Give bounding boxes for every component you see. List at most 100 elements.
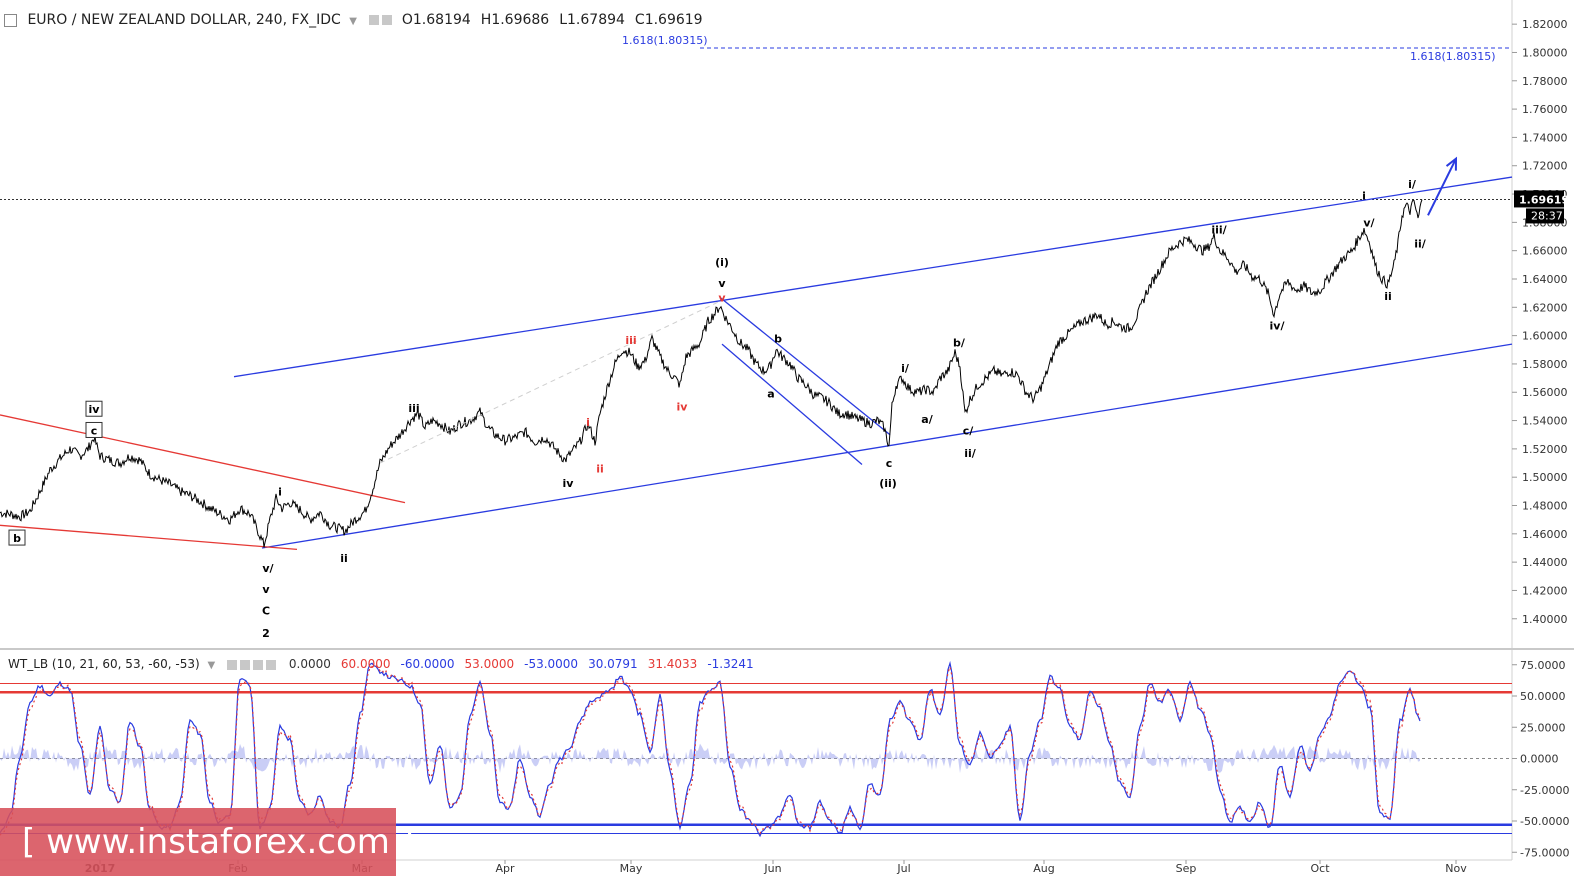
time-tick-label: Apr xyxy=(495,862,515,875)
wave-label: ii/ xyxy=(1414,238,1427,251)
symbol-title[interactable]: EURO / NEW ZEALAND DOLLAR, 240, FX_IDC xyxy=(27,12,341,28)
indicator-value: 30.0791 xyxy=(588,657,638,671)
price-tick-label: 1.64000 xyxy=(1522,273,1568,286)
countdown-badge xyxy=(1526,208,1564,224)
indicator-value: 0.0000 xyxy=(288,657,331,671)
wave-label: iv xyxy=(563,477,575,490)
maximize-icon[interactable] xyxy=(253,659,264,670)
wave-label: ii xyxy=(340,552,348,565)
wave-label: iv/ xyxy=(1270,320,1286,333)
wave-label-box xyxy=(85,400,103,417)
wave-label: b/ xyxy=(953,337,966,350)
indicator-value: 60.0000 xyxy=(340,657,391,671)
wave-label: c xyxy=(886,457,893,470)
price-tick-label: 1.76000 xyxy=(1522,103,1568,116)
wave-label: i/ xyxy=(901,362,910,375)
chevron-down-icon[interactable]: ▼ xyxy=(349,16,357,27)
wave-label: a xyxy=(767,388,774,401)
price-pane: 1.618(1.80315)1.618(1.80315)ivcbiv/vC2ii… xyxy=(0,34,1513,640)
indicator-title[interactable]: WT_LB (10, 21, 60, 53, -60, -53) xyxy=(8,657,200,671)
correction-upper-line xyxy=(719,296,891,436)
chart-header: EURO / NEW ZEALAND DOLLAR, 240, FX_IDC ▼… xyxy=(4,12,703,28)
guide-line xyxy=(379,299,723,464)
target-arrow xyxy=(1427,158,1457,216)
wave-label: b xyxy=(13,532,21,545)
price-tick-label: 1.72000 xyxy=(1522,160,1568,173)
resistance-lower-line xyxy=(0,524,298,551)
price-tick-label: 1.82000 xyxy=(1522,18,1568,31)
price-tick-label: 1.78000 xyxy=(1522,75,1568,88)
price-tick-label: 1.48000 xyxy=(1522,500,1568,513)
indicator-tick-label: 0.0000 xyxy=(1520,753,1559,766)
watermark: [ www.instaforex.com ] xyxy=(0,808,414,876)
wave-label: i xyxy=(1362,189,1366,202)
indicator-axis: 75.0000 50.0000 25.0000 0.0000 -25.0000 -50.0… xyxy=(1512,659,1569,859)
time-tick-label: Oct xyxy=(1310,862,1330,875)
price-tick-label: 1.66000 xyxy=(1522,245,1568,258)
target-arrow-head xyxy=(1445,156,1458,171)
fib-label-left: 1.618(1.80315) xyxy=(622,34,708,47)
wt2-line xyxy=(0,664,1421,836)
indicator-value: -53.0000 xyxy=(524,657,579,671)
wave-label: c xyxy=(91,424,98,437)
resistance-upper-line xyxy=(0,414,406,504)
wave-label: C xyxy=(262,604,270,617)
wave-label: c/ xyxy=(963,424,975,437)
indicator-tick-label: -25.0000 xyxy=(1520,784,1569,797)
wave-label: a/ xyxy=(921,413,933,426)
ohlc-l: L1.67894 xyxy=(559,12,625,28)
price-tick-label: 1.56000 xyxy=(1522,386,1568,399)
price-tick-label: 1.44000 xyxy=(1522,556,1568,569)
indicator-value: -1.3241 xyxy=(707,657,754,671)
wave-label: v/ xyxy=(262,562,274,575)
indicator-tick-label: -75.0000 xyxy=(1520,846,1569,859)
last-price-badge xyxy=(1514,190,1564,208)
time-tick-label: May xyxy=(620,862,643,875)
wave-label: (i) xyxy=(715,256,729,269)
channel-upper-line xyxy=(233,176,1513,378)
indicator-tick-label: -50.0000 xyxy=(1520,815,1569,828)
wave-label: iii xyxy=(408,402,419,415)
wave-label: iv xyxy=(89,403,101,416)
price-axis: 1.82000 1.80000 1.78000 1.76000 1.74000 1.720… xyxy=(1512,18,1569,626)
wave-label: v/ xyxy=(1363,216,1375,229)
eye-icon[interactable] xyxy=(227,659,238,670)
ohlc-o: O1.68194 xyxy=(401,12,471,28)
time-tick-label: Jun xyxy=(763,862,781,875)
indicator-value: 53.0000 xyxy=(464,657,515,671)
wave-label: i xyxy=(278,485,282,498)
ohlc-values: O1.68194 H1.69686 L1.67894 C1.69619 xyxy=(400,12,703,28)
histogram-area xyxy=(0,743,1420,774)
wave-label-box xyxy=(85,421,103,438)
indicator-values: 0.0000 60.0000 -60.0000 53.0000 -53.0000 30.0… xyxy=(283,657,754,671)
wave-label: iii/ xyxy=(1211,223,1227,236)
indicator-tick-label: 75.0000 xyxy=(1520,659,1566,672)
gear-icon[interactable] xyxy=(382,15,393,25)
wave-label: i xyxy=(586,416,590,429)
wave-label: b xyxy=(774,332,782,345)
close-icon[interactable] xyxy=(266,659,277,670)
price-tick-label: 1.80000 xyxy=(1522,46,1568,59)
correction-lower-line xyxy=(721,343,863,465)
time-tick-label: Sep xyxy=(1176,862,1197,875)
collapse-toggle[interactable] xyxy=(4,13,17,27)
eye-icon[interactable] xyxy=(369,15,380,25)
wave-label: iv xyxy=(677,400,689,413)
gear-icon[interactable] xyxy=(240,659,251,670)
wave-label: ii xyxy=(596,463,604,476)
price-tick-label: 1.60000 xyxy=(1522,330,1568,343)
price-tick-label: 1.62000 xyxy=(1522,301,1568,314)
time-tick-label: Nov xyxy=(1445,862,1467,875)
wave-label: 2 xyxy=(262,627,270,640)
wave-label: i/ xyxy=(1408,178,1417,191)
price-tick-label: 1.58000 xyxy=(1522,358,1568,371)
price-tick-label: 1.40000 xyxy=(1522,613,1568,626)
ohlc-h: H1.69686 xyxy=(480,12,550,28)
chevron-down-icon[interactable]: ▼ xyxy=(207,660,216,671)
indicator-value: 31.4033 xyxy=(647,657,698,671)
indicator-tick-label: 50.0000 xyxy=(1520,690,1566,703)
wave-label-box xyxy=(8,529,26,546)
time-tick-label: Jul xyxy=(896,862,910,875)
wave-label: iii xyxy=(625,334,636,347)
